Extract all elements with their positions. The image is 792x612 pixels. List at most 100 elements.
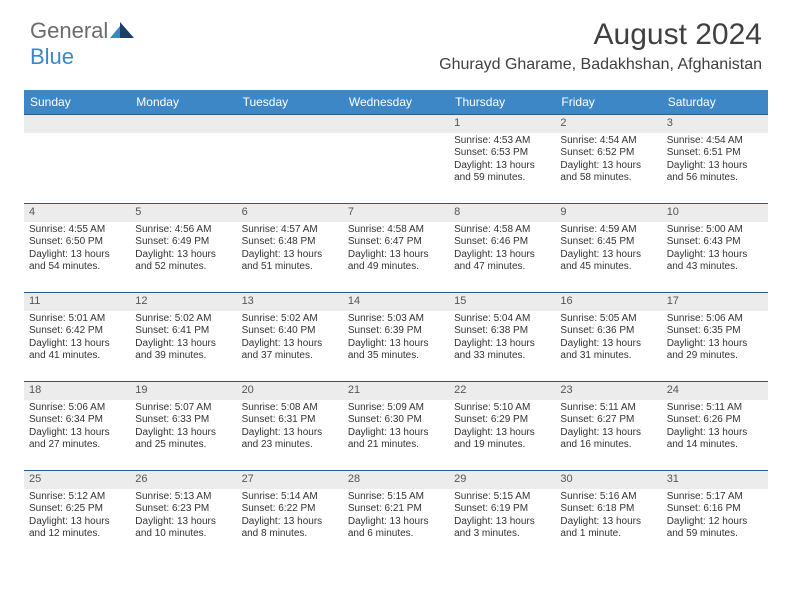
day-details: Sunrise: 4:57 AMSunset: 6:48 PMDaylight:… xyxy=(237,224,343,274)
daylight-text: Daylight: 13 hours and 51 minutes. xyxy=(242,249,338,274)
sunrise-text: Sunrise: 4:56 AM xyxy=(135,224,231,237)
day-cell: 8Sunrise: 4:58 AMSunset: 6:46 PMDaylight… xyxy=(449,204,555,292)
sunset-text: Sunset: 6:16 PM xyxy=(667,503,763,516)
empty-day-cell xyxy=(343,115,449,203)
sunrise-text: Sunrise: 5:02 AM xyxy=(135,313,231,326)
week-row: 4Sunrise: 4:55 AMSunset: 6:50 PMDaylight… xyxy=(24,203,768,292)
daylight-text: Daylight: 13 hours and 54 minutes. xyxy=(29,249,125,274)
day-details: Sunrise: 5:12 AMSunset: 6:25 PMDaylight:… xyxy=(24,491,130,541)
weeks-container: 1Sunrise: 4:53 AMSunset: 6:53 PMDaylight… xyxy=(24,114,768,559)
sunrise-text: Sunrise: 4:55 AM xyxy=(29,224,125,237)
sunrise-text: Sunrise: 5:17 AM xyxy=(667,491,763,504)
location-subtitle: Ghurayd Gharame, Badakhshan, Afghanistan xyxy=(439,56,762,74)
sunrise-text: Sunrise: 5:05 AM xyxy=(560,313,656,326)
daylight-text: Daylight: 13 hours and 45 minutes. xyxy=(560,249,656,274)
day-number: 21 xyxy=(343,382,449,400)
daylight-text: Daylight: 13 hours and 10 minutes. xyxy=(135,516,231,541)
day-details: Sunrise: 5:08 AMSunset: 6:31 PMDaylight:… xyxy=(237,402,343,452)
day-number: 27 xyxy=(237,471,343,489)
sunrise-text: Sunrise: 5:06 AM xyxy=(667,313,763,326)
sunrise-text: Sunrise: 4:57 AM xyxy=(242,224,338,237)
day-number: 16 xyxy=(555,293,661,311)
day-details: Sunrise: 4:55 AMSunset: 6:50 PMDaylight:… xyxy=(24,224,130,274)
daylight-text: Daylight: 12 hours and 59 minutes. xyxy=(667,516,763,541)
day-cell: 23Sunrise: 5:11 AMSunset: 6:27 PMDayligh… xyxy=(555,382,661,470)
sunrise-text: Sunrise: 5:11 AM xyxy=(667,402,763,415)
day-cell: 14Sunrise: 5:03 AMSunset: 6:39 PMDayligh… xyxy=(343,293,449,381)
week-row: 18Sunrise: 5:06 AMSunset: 6:34 PMDayligh… xyxy=(24,381,768,470)
day-details: Sunrise: 5:11 AMSunset: 6:27 PMDaylight:… xyxy=(555,402,661,452)
daylight-text: Daylight: 13 hours and 43 minutes. xyxy=(667,249,763,274)
day-cell: 20Sunrise: 5:08 AMSunset: 6:31 PMDayligh… xyxy=(237,382,343,470)
daylight-text: Daylight: 13 hours and 29 minutes. xyxy=(667,338,763,363)
day-number: 8 xyxy=(449,204,555,222)
sunrise-text: Sunrise: 5:04 AM xyxy=(454,313,550,326)
daylight-text: Daylight: 13 hours and 1 minute. xyxy=(560,516,656,541)
sunrise-text: Sunrise: 4:59 AM xyxy=(560,224,656,237)
sunset-text: Sunset: 6:34 PM xyxy=(29,414,125,427)
sunset-text: Sunset: 6:36 PM xyxy=(560,325,656,338)
brand-part1: General xyxy=(30,18,108,44)
daylight-text: Daylight: 13 hours and 3 minutes. xyxy=(454,516,550,541)
empty-day-cell xyxy=(130,115,236,203)
daylight-text: Daylight: 13 hours and 6 minutes. xyxy=(348,516,444,541)
day-details: Sunrise: 5:10 AMSunset: 6:29 PMDaylight:… xyxy=(449,402,555,452)
day-number: 3 xyxy=(662,115,768,133)
empty-day-cell xyxy=(24,115,130,203)
day-number: 7 xyxy=(343,204,449,222)
daylight-text: Daylight: 13 hours and 39 minutes. xyxy=(135,338,231,363)
day-number: 10 xyxy=(662,204,768,222)
day-details: Sunrise: 4:56 AMSunset: 6:49 PMDaylight:… xyxy=(130,224,236,274)
sunrise-text: Sunrise: 5:07 AM xyxy=(135,402,231,415)
day-cell: 24Sunrise: 5:11 AMSunset: 6:26 PMDayligh… xyxy=(662,382,768,470)
day-cell: 28Sunrise: 5:15 AMSunset: 6:21 PMDayligh… xyxy=(343,471,449,559)
sunset-text: Sunset: 6:43 PM xyxy=(667,236,763,249)
sunrise-text: Sunrise: 5:15 AM xyxy=(454,491,550,504)
sunset-text: Sunset: 6:50 PM xyxy=(29,236,125,249)
sunset-text: Sunset: 6:52 PM xyxy=(560,147,656,160)
daylight-text: Daylight: 13 hours and 31 minutes. xyxy=(560,338,656,363)
sunset-text: Sunset: 6:47 PM xyxy=(348,236,444,249)
day-details: Sunrise: 4:54 AMSunset: 6:51 PMDaylight:… xyxy=(662,135,768,185)
sunrise-text: Sunrise: 5:14 AM xyxy=(242,491,338,504)
day-number xyxy=(343,115,449,133)
sunset-text: Sunset: 6:40 PM xyxy=(242,325,338,338)
daylight-text: Daylight: 13 hours and 14 minutes. xyxy=(667,427,763,452)
day-cell: 16 Sunrise: 5:05 AMSunset: 6:36 PMDayligh… xyxy=(555,293,661,381)
daylight-text: Daylight: 13 hours and 47 minutes. xyxy=(454,249,550,274)
day-cell: 19Sunrise: 5:07 AMSunset: 6:33 PMDayligh… xyxy=(130,382,236,470)
daylight-text: Daylight: 13 hours and 33 minutes. xyxy=(454,338,550,363)
daylight-text: Daylight: 13 hours and 52 minutes. xyxy=(135,249,231,274)
daylight-text: Daylight: 13 hours and 41 minutes. xyxy=(29,338,125,363)
weekday-header: Saturday xyxy=(662,90,768,114)
sunrise-text: Sunrise: 5:11 AM xyxy=(560,402,656,415)
sunset-text: Sunset: 6:30 PM xyxy=(348,414,444,427)
title-block: August 2024 Ghurayd Gharame, Badakhshan,… xyxy=(439,18,762,74)
weekday-header: Friday xyxy=(555,90,661,114)
weekday-header: Wednesday xyxy=(343,90,449,114)
day-cell: 30Sunrise: 5:16 AMSunset: 6:18 PMDayligh… xyxy=(555,471,661,559)
sunrise-text: Sunrise: 5:00 AM xyxy=(667,224,763,237)
day-details: Sunrise: 5:14 AMSunset: 6:22 PMDaylight:… xyxy=(237,491,343,541)
day-number xyxy=(130,115,236,133)
day-cell: 2Sunrise: 4:54 AMSunset: 6:52 PMDaylight… xyxy=(555,115,661,203)
sunset-text: Sunset: 6:27 PM xyxy=(560,414,656,427)
sunset-text: Sunset: 6:25 PM xyxy=(29,503,125,516)
day-number: 15 xyxy=(449,293,555,311)
day-cell: 5Sunrise: 4:56 AMSunset: 6:49 PMDaylight… xyxy=(130,204,236,292)
daylight-text: Daylight: 13 hours and 16 minutes. xyxy=(560,427,656,452)
sunset-text: Sunset: 6:23 PM xyxy=(135,503,231,516)
sunset-text: Sunset: 6:29 PM xyxy=(454,414,550,427)
day-cell: 3 Sunrise: 4:54 AMSunset: 6:51 PMDaylight… xyxy=(662,115,768,203)
week-row: 25Sunrise: 5:12 AMSunset: 6:25 PMDayligh… xyxy=(24,470,768,559)
brand-logo: General xyxy=(30,18,134,44)
day-number xyxy=(24,115,130,133)
weekday-header: Sunday xyxy=(24,90,130,114)
sunrise-text: Sunrise: 4:54 AM xyxy=(667,135,763,148)
day-cell: 7Sunrise: 4:58 AMSunset: 6:47 PMDaylight… xyxy=(343,204,449,292)
day-number: 4 xyxy=(24,204,130,222)
sunrise-text: Sunrise: 4:53 AM xyxy=(454,135,550,148)
sunrise-text: Sunrise: 5:10 AM xyxy=(454,402,550,415)
day-details: Sunrise: 4:53 AMSunset: 6:53 PMDaylight:… xyxy=(449,135,555,185)
day-details: Sunrise: 5:03 AMSunset: 6:39 PMDaylight:… xyxy=(343,313,449,363)
